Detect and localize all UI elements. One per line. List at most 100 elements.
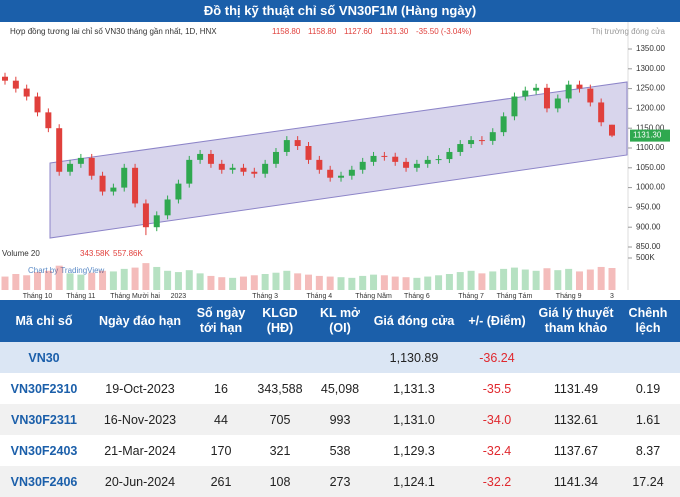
candle-body bbox=[370, 155, 377, 162]
volume-bar bbox=[239, 276, 247, 290]
volume-bar bbox=[554, 270, 562, 290]
candle-body bbox=[413, 163, 420, 168]
column-header: Ngày đáo hạn bbox=[88, 300, 192, 342]
volume-bar bbox=[521, 269, 529, 290]
candle-body bbox=[598, 102, 605, 123]
candle-body bbox=[262, 163, 269, 174]
x-tick-label: 2023 bbox=[171, 293, 187, 300]
candle-body bbox=[316, 159, 323, 170]
volume-bar bbox=[131, 267, 139, 290]
volume-bar bbox=[391, 276, 399, 290]
column-header: +/- (Điểm) bbox=[458, 300, 536, 342]
table-cell: -35.5 bbox=[458, 373, 536, 404]
volume-bar bbox=[445, 274, 453, 290]
candle-body bbox=[609, 124, 615, 136]
candle-body bbox=[153, 215, 160, 228]
table-cell: 20-Jun-2024 bbox=[88, 466, 192, 497]
table-cell: 17.24 bbox=[616, 466, 680, 497]
candle-body bbox=[489, 132, 496, 141]
table-cell bbox=[616, 342, 680, 373]
volume-bar bbox=[229, 277, 237, 290]
table-cell: 273 bbox=[310, 466, 370, 497]
candle-body bbox=[478, 140, 485, 142]
volume-bar bbox=[586, 269, 594, 290]
candle-body bbox=[576, 84, 583, 89]
volume-bar bbox=[218, 277, 226, 290]
table-cell bbox=[88, 342, 192, 373]
candle-body bbox=[142, 203, 149, 228]
table-cell: 1,130.89 bbox=[370, 342, 458, 373]
candle-body bbox=[272, 151, 279, 164]
volume-bar bbox=[196, 273, 204, 290]
header-row: Mã chỉ số Ngày đáo hạn Số ngày tới hạn KLGD… bbox=[0, 300, 680, 342]
volume-bar bbox=[120, 268, 128, 290]
volume-bar bbox=[23, 275, 31, 290]
column-header: Số ngày tới hạn bbox=[192, 300, 250, 342]
y-tick-label: 850.00 bbox=[636, 242, 661, 251]
volume-bar bbox=[185, 270, 193, 290]
volume-bar bbox=[88, 272, 96, 290]
volume-bar bbox=[413, 277, 421, 290]
candle-body bbox=[500, 116, 507, 133]
volume-bar bbox=[77, 274, 85, 290]
table-cell: 343,588 bbox=[250, 373, 310, 404]
volume-bar bbox=[510, 267, 518, 290]
table-cell bbox=[192, 342, 250, 373]
y-tick-label: 1200.00 bbox=[636, 104, 665, 113]
data-table: Mã chỉ số Ngày đáo hạn Số ngày tới hạn KLGD… bbox=[0, 300, 680, 497]
x-tick-label: Tháng Mười hai bbox=[110, 293, 160, 300]
candle-body bbox=[164, 199, 171, 216]
x-tick-label: Tháng 3 bbox=[252, 293, 278, 300]
table-cell: 705 bbox=[250, 404, 310, 435]
column-header: Mã chỉ số bbox=[0, 300, 88, 342]
candle-body bbox=[121, 167, 128, 188]
column-header: Giá đóng cửa bbox=[370, 300, 458, 342]
table-row: VN30 1,130.89 -36.24 bbox=[0, 342, 680, 373]
x-tick-label: Tháng 4 bbox=[306, 293, 332, 300]
candle-body bbox=[12, 80, 19, 89]
table-cell: VN30F2406 bbox=[0, 466, 88, 497]
volume-bar bbox=[326, 276, 334, 290]
page-title: Đồ thị kỹ thuật chỉ số VN30F1M (Hàng ngà… bbox=[0, 0, 680, 22]
table-cell: -36.24 bbox=[458, 342, 536, 373]
column-header: Chênh lệch bbox=[616, 300, 680, 342]
volume-title: Volume 20 bbox=[2, 249, 40, 258]
table-cell: 19-Oct-2023 bbox=[88, 373, 192, 404]
last-price-box bbox=[630, 129, 670, 142]
column-header: Giá lý thuyết tham khảo bbox=[536, 300, 616, 342]
x-tick-label: Tháng 9 bbox=[556, 293, 582, 300]
table-row: VN30F2310 19-Oct-2023 16 343,588 45,098 1,131… bbox=[0, 373, 680, 404]
candle-body bbox=[446, 151, 453, 160]
y-tick-label: 900.00 bbox=[636, 222, 661, 231]
candle-body bbox=[229, 167, 236, 170]
volume-bar bbox=[272, 272, 280, 290]
candle-body bbox=[468, 140, 475, 145]
table-cell: 16 bbox=[192, 373, 250, 404]
candle-body bbox=[77, 157, 84, 164]
y-tick-label: 1350.00 bbox=[636, 44, 665, 53]
candle-body bbox=[110, 187, 117, 192]
table-cell: 0.19 bbox=[616, 373, 680, 404]
candle-body bbox=[23, 88, 30, 97]
volume-ma: 557.86K bbox=[113, 249, 143, 258]
table-cell: 1132.61 bbox=[536, 404, 616, 435]
table-cell: 170 bbox=[192, 435, 250, 466]
y-tick-label: 1100.00 bbox=[636, 143, 665, 152]
table-cell: 1,129.3 bbox=[370, 435, 458, 466]
volume-bar bbox=[424, 276, 432, 290]
table-cell: 8.37 bbox=[616, 435, 680, 466]
volume-bar bbox=[370, 274, 378, 290]
table-cell: VN30F2311 bbox=[0, 404, 88, 435]
table-cell: 993 bbox=[310, 404, 370, 435]
volume-bar bbox=[532, 270, 540, 290]
table-cell: 1131.49 bbox=[536, 373, 616, 404]
table-row: VN30F2403 21-Mar-2024 170 321 538 1,129.3 -32.… bbox=[0, 435, 680, 466]
volume-bar bbox=[380, 275, 388, 290]
volume-bar bbox=[543, 268, 551, 290]
volume-bar bbox=[315, 275, 323, 290]
candle-body bbox=[457, 144, 464, 152]
candle-body bbox=[240, 167, 247, 172]
candle-body bbox=[186, 159, 193, 184]
volume-bar bbox=[597, 266, 605, 290]
